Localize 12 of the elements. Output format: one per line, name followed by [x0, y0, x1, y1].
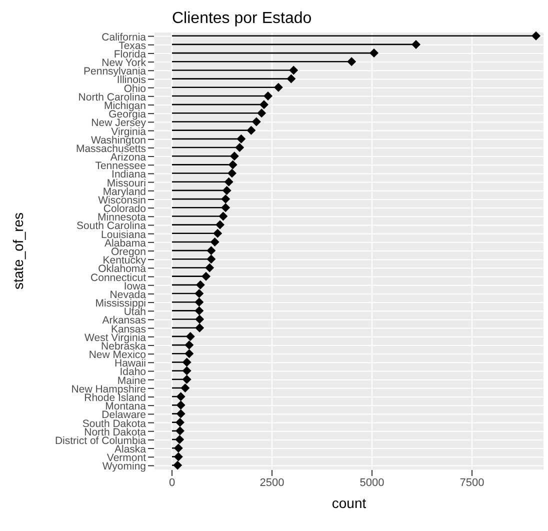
chart-title: Clientes por Estado — [172, 10, 312, 28]
x-axis-title: count — [332, 495, 366, 511]
y-tick-label: Pennsylvania — [84, 66, 146, 78]
y-tick-label: Wyoming — [102, 460, 146, 473]
x-tick-label: 0 — [168, 476, 176, 489]
y-tick-label: Maryland — [102, 186, 146, 198]
x-tick-label: 7500 — [460, 476, 484, 489]
y-tick-label: Oregon — [110, 246, 146, 258]
y-tick-label: Arizona — [110, 152, 146, 164]
x-tick-label: 5000 — [360, 476, 384, 489]
x-tick-label: 2500 — [260, 476, 284, 489]
y-axis-title: state_of_res — [10, 212, 26, 290]
